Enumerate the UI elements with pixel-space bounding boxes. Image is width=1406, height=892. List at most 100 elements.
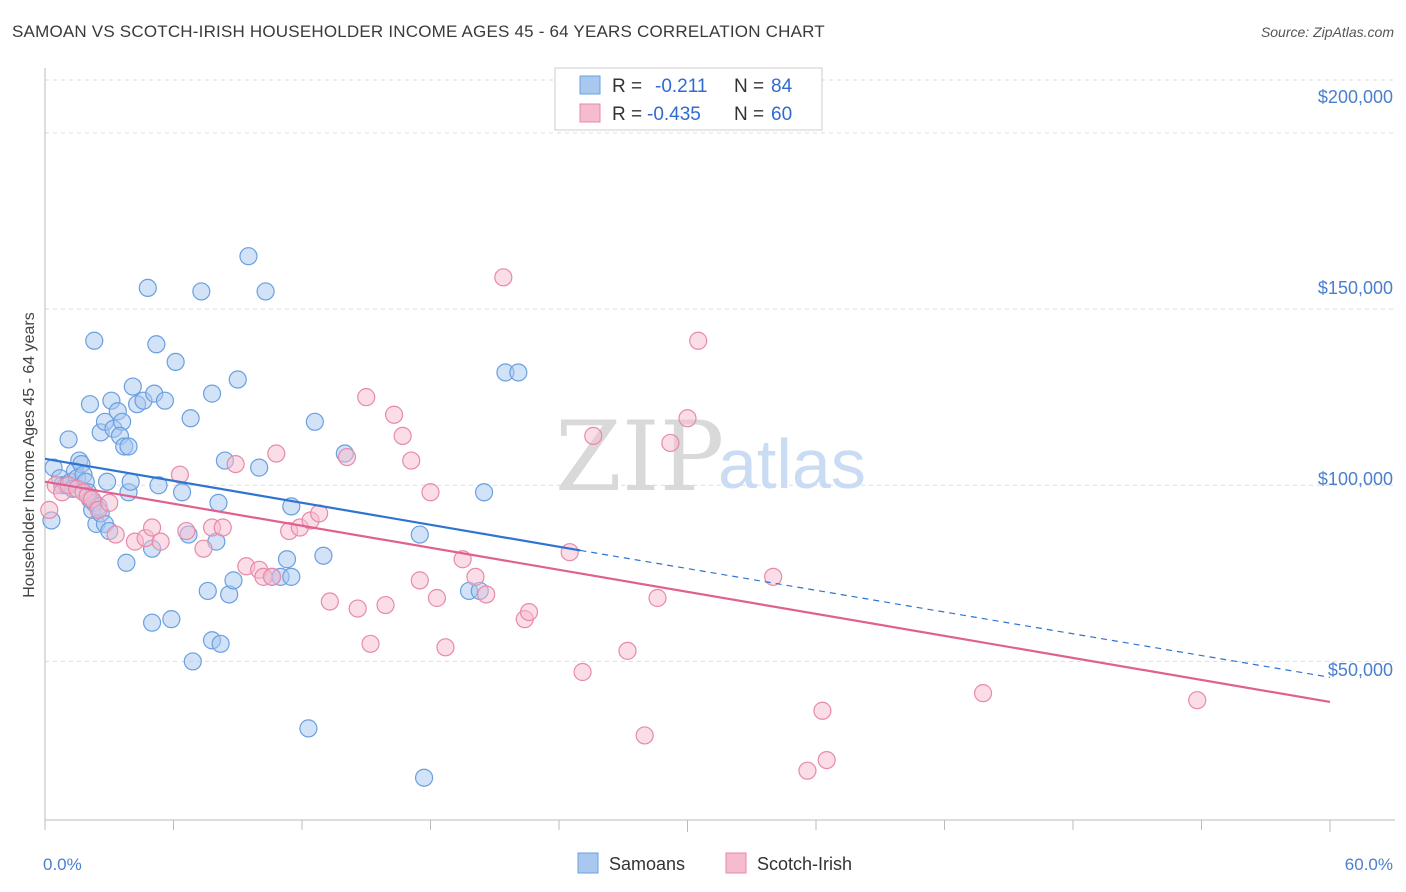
point-scotch-irish-19 bbox=[213, 518, 232, 537]
x-tick-label-min: 0.0% bbox=[43, 855, 82, 874]
point-scotch-irish-31 bbox=[337, 447, 357, 467]
point-samoans-66 bbox=[277, 550, 297, 569]
point-samoans-61 bbox=[239, 247, 258, 266]
point-scotch-irish-56 bbox=[689, 331, 708, 350]
point-scotch-irish-59 bbox=[798, 761, 817, 780]
point-samoans-37 bbox=[147, 335, 166, 354]
point-scotch-irish-53 bbox=[635, 726, 654, 745]
point-samoans-71 bbox=[314, 546, 333, 565]
point-scotch-irish-49 bbox=[560, 543, 579, 562]
y-axis-label: Householder Income Ages 45 - 64 years bbox=[21, 312, 38, 598]
point-scotch-irish-52 bbox=[618, 641, 637, 660]
y-tick-label-200000: $200,000 bbox=[1318, 87, 1393, 107]
legend-r-value-scotch-irish: -0.435 bbox=[647, 104, 701, 125]
point-scotch-irish-34 bbox=[361, 634, 380, 653]
point-samoans-74 bbox=[410, 525, 429, 544]
legend-swatch-samoans bbox=[579, 75, 601, 95]
point-samoans-63 bbox=[256, 282, 275, 301]
point-scotch-irish-41 bbox=[427, 588, 447, 608]
point-samoans-51 bbox=[198, 581, 217, 601]
point-scotch-irish-44 bbox=[466, 567, 485, 586]
watermark: ZIP atlas bbox=[555, 401, 866, 513]
point-scotch-irish-61 bbox=[817, 750, 836, 770]
legend-n-value-scotch-irish: 60 bbox=[771, 104, 792, 125]
legend-r-value-samoans: -0.211 bbox=[655, 76, 707, 97]
point-samoans-52 bbox=[202, 384, 222, 403]
trend-layer bbox=[44, 457, 1331, 704]
point-samoans-77 bbox=[474, 483, 494, 502]
point-samoans-55 bbox=[209, 493, 228, 512]
legend-swatch-scotch-irish bbox=[579, 103, 601, 123]
axes-layer bbox=[44, 68, 1395, 832]
point-samoans-20 bbox=[59, 430, 78, 449]
point-scotch-irish-62 bbox=[973, 684, 993, 703]
point-scotch-irish-38 bbox=[402, 451, 421, 470]
chart-title: SAMOAN VS SCOTCH-IRISH HOUSEHOLDER INCOM… bbox=[12, 22, 825, 41]
source-label: Source: ZipAtlas.com bbox=[1260, 24, 1394, 40]
point-scotch-irish-63 bbox=[1188, 691, 1207, 710]
point-scotch-irish-37 bbox=[393, 426, 412, 446]
watermark-zip: ZIP bbox=[555, 401, 724, 513]
point-samoans-35 bbox=[138, 278, 157, 298]
point-scotch-irish-39 bbox=[410, 571, 429, 590]
point-samoans-44 bbox=[142, 613, 162, 632]
point-scotch-irish-20 bbox=[226, 454, 245, 474]
bottom-legend: Samoans Scotch-Irish bbox=[577, 852, 852, 874]
point-scotch-irish-40 bbox=[421, 483, 440, 502]
point-samoans-42 bbox=[121, 472, 140, 491]
y-tick-labels: $50,000 $100,000 $150,000 $200,000 bbox=[1318, 87, 1393, 680]
point-scotch-irish-24 bbox=[262, 567, 282, 586]
bottom-legend-samoans: Samoans bbox=[609, 854, 685, 874]
point-scotch-irish-58 bbox=[764, 567, 783, 586]
point-scotch-irish-57 bbox=[678, 409, 697, 428]
point-samoans-39 bbox=[166, 352, 185, 372]
point-scotch-irish-0 bbox=[40, 500, 59, 520]
point-scotch-irish-51 bbox=[584, 426, 603, 446]
point-samoans-56 bbox=[211, 634, 230, 653]
point-samoans-32 bbox=[123, 377, 142, 396]
y-tick-label-100000: $100,000 bbox=[1318, 469, 1393, 489]
point-scotch-irish-36 bbox=[384, 405, 404, 424]
legend-n-value-samoans: 84 bbox=[771, 76, 793, 97]
point-scotch-irish-55 bbox=[661, 433, 680, 453]
point-scotch-irish-9 bbox=[100, 493, 119, 512]
point-samoans-40 bbox=[117, 553, 136, 572]
point-scotch-irish-25 bbox=[267, 444, 286, 463]
point-samoans-59 bbox=[224, 571, 243, 590]
point-samoans-21 bbox=[80, 395, 100, 414]
point-samoans-83 bbox=[98, 472, 117, 491]
point-samoans-69 bbox=[299, 719, 318, 738]
point-samoans-45 bbox=[149, 476, 168, 495]
bottom-legend-swatch-scotch-irish bbox=[725, 852, 747, 874]
trend-line-samoans bbox=[44, 457, 581, 552]
point-samoans-70 bbox=[305, 412, 324, 431]
legend-r-label-samoans: R = bbox=[612, 76, 642, 97]
point-samoans-22 bbox=[85, 331, 104, 350]
legend-n-label-scotch-irish: N = bbox=[734, 104, 764, 125]
point-scotch-irish-16 bbox=[177, 521, 196, 541]
point-scotch-irish-10 bbox=[106, 525, 125, 544]
point-samoans-79 bbox=[509, 363, 528, 382]
x-tick-label-max: 60.0% bbox=[1345, 855, 1393, 874]
point-scotch-irish-60 bbox=[813, 701, 832, 720]
watermark-atlas: atlas bbox=[718, 425, 866, 503]
point-scotch-irish-46 bbox=[494, 268, 513, 287]
point-samoans-38 bbox=[155, 391, 175, 410]
point-samoans-50 bbox=[192, 282, 211, 301]
point-scotch-irish-35 bbox=[376, 595, 395, 615]
point-scotch-irish-13 bbox=[142, 518, 162, 537]
trend-line-scotch-irish bbox=[44, 480, 1331, 704]
point-samoans-47 bbox=[172, 483, 192, 502]
point-scotch-irish-50 bbox=[573, 662, 592, 682]
point-samoans-49 bbox=[181, 409, 200, 428]
point-samoans-60 bbox=[228, 370, 247, 389]
point-samoans-62 bbox=[250, 458, 269, 477]
point-scotch-irish-42 bbox=[436, 638, 455, 657]
points-layer bbox=[40, 247, 1207, 787]
point-scotch-irish-33 bbox=[357, 388, 376, 407]
point-samoans-73 bbox=[414, 768, 434, 787]
point-scotch-irish-32 bbox=[348, 599, 367, 618]
point-samoans-31 bbox=[119, 437, 138, 456]
point-scotch-irish-30 bbox=[320, 592, 339, 611]
